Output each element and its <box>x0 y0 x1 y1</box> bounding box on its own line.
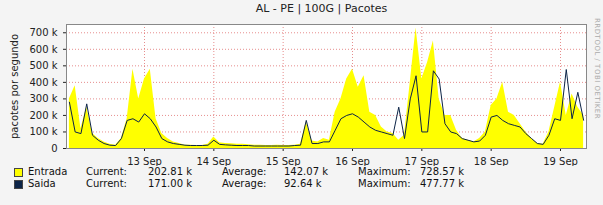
svg-text:pacotes por segundo: pacotes por segundo <box>9 34 20 139</box>
svg-text:400 k: 400 k <box>29 77 57 88</box>
html-text:Entrada: Entrada <box>28 166 68 177</box>
html-text:728.57 k: 728.57 k <box>420 166 464 177</box>
svg-text:17 Sep: 17 Sep <box>404 156 439 166</box>
svg-text:15 Sep: 15 Sep <box>266 156 301 166</box>
html-text:92.64 k: 92.64 k <box>284 178 322 189</box>
html-text:Maximum:: Maximum: <box>358 178 411 189</box>
svg-text:19 Sep: 19 Sep <box>543 156 578 166</box>
svg-text:100 k: 100 k <box>29 126 57 137</box>
html-text:Current:: Current: <box>86 178 127 189</box>
html-text:Current:: Current: <box>86 166 127 177</box>
svg-text:500 k: 500 k <box>29 60 57 71</box>
svg-text:200 k: 200 k <box>29 110 57 121</box>
svg-text:0: 0 <box>51 143 57 154</box>
svg-text:14 Sep: 14 Sep <box>196 156 231 166</box>
svg-text:600 k: 600 k <box>29 44 57 55</box>
html-text:Maximum:: Maximum: <box>358 166 411 177</box>
html-text:AL - PE | 100G | Pacotes: AL - PE | 100G | Pacotes <box>255 2 388 15</box>
svg-text:13 Sep: 13 Sep <box>127 156 162 166</box>
svg-text:700 k: 700 k <box>29 27 57 38</box>
html-text:171.00 k: 171.00 k <box>148 178 192 189</box>
html-text:202.81 k: 202.81 k <box>148 166 192 177</box>
svg-text:16 Sep: 16 Sep <box>335 156 370 166</box>
svg-text:300 k: 300 k <box>29 93 57 104</box>
html-text:Average:: Average: <box>222 178 267 189</box>
html-text:RRDTOOL / TOBI OETIKER: RRDTOOL / TOBI OETIKER <box>593 18 601 120</box>
svg-text:18 Sep: 18 Sep <box>474 156 509 166</box>
html-text:Saida: Saida <box>28 178 56 189</box>
html-text:Average:: Average: <box>222 166 267 177</box>
html-text:477.77 k: 477.77 k <box>420 178 464 189</box>
html-text:142.07 k: 142.07 k <box>284 166 328 177</box>
